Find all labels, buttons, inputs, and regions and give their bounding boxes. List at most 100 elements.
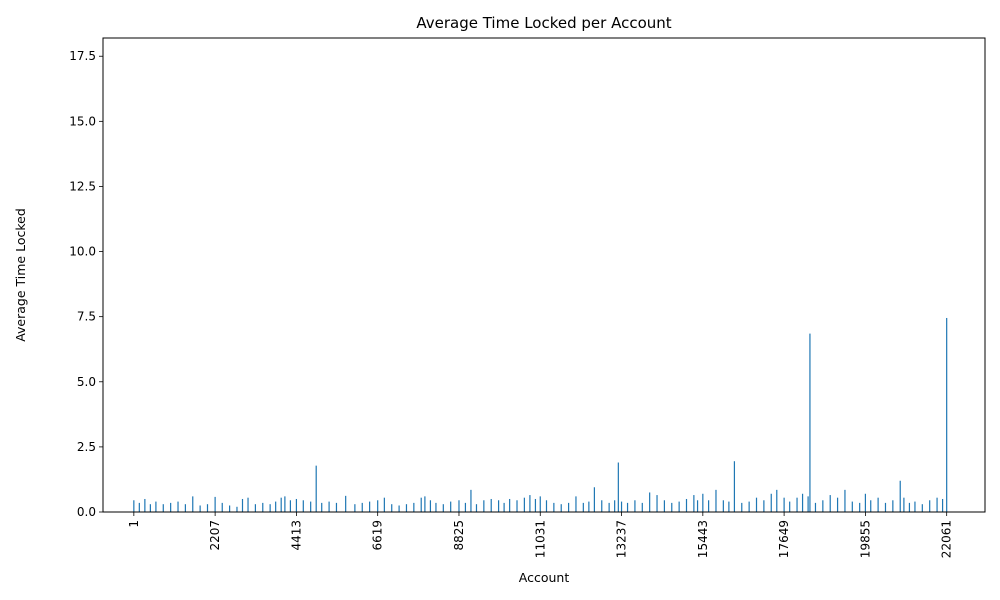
bar	[755, 497, 758, 512]
bar	[269, 504, 271, 512]
bar	[335, 502, 338, 512]
bar	[696, 500, 699, 512]
bar	[789, 501, 791, 512]
bar	[149, 504, 151, 512]
bar	[523, 497, 525, 512]
bar	[807, 496, 809, 512]
bar	[892, 500, 894, 512]
bar	[641, 502, 643, 512]
bar	[921, 504, 923, 512]
x-axis-label: Account	[519, 570, 570, 585]
bar	[903, 497, 905, 512]
bar	[503, 502, 505, 512]
x-tick-label: 13237	[615, 520, 629, 558]
bar	[442, 504, 444, 512]
bar	[851, 501, 853, 512]
bar	[685, 498, 688, 512]
bar	[254, 504, 256, 512]
bar	[936, 497, 938, 512]
bar	[369, 501, 371, 512]
bar	[678, 501, 680, 512]
bar	[383, 497, 385, 512]
bar	[289, 500, 291, 512]
x-tick-label: 1	[127, 520, 141, 528]
x-axis-ticks: 1 2207 4413 6619 8825 11031 13237 15443 17649 198…	[127, 512, 954, 558]
bar	[435, 502, 437, 512]
bar	[801, 493, 804, 512]
y-tick-label: 15.0	[69, 114, 96, 128]
bar	[214, 496, 216, 512]
bar	[464, 502, 467, 512]
bar	[728, 501, 730, 512]
bar	[634, 500, 636, 512]
y-tick-label: 7.5	[77, 310, 96, 324]
bar	[354, 504, 356, 512]
bar	[391, 504, 393, 512]
bars-group	[133, 317, 948, 512]
bar	[155, 501, 157, 512]
bar	[262, 502, 264, 512]
x-tick-label: 4413	[289, 520, 303, 551]
bar	[593, 487, 595, 512]
y-axis-ticks: 0.0 2.5 5.0 7.5 10.0 12.5 15.0 17.5	[69, 49, 103, 519]
bar	[656, 495, 658, 512]
bar	[184, 504, 186, 512]
x-tick-label: 15443	[696, 520, 710, 558]
bar	[614, 500, 616, 512]
bar	[475, 504, 478, 512]
bar	[302, 500, 304, 512]
bar	[144, 498, 146, 512]
bar	[345, 495, 347, 512]
bar	[162, 504, 164, 512]
bar	[582, 502, 584, 512]
bar	[247, 497, 249, 512]
bar	[405, 504, 408, 512]
bar	[770, 493, 772, 512]
y-tick-label: 17.5	[69, 49, 96, 63]
bar	[424, 496, 426, 512]
bar	[429, 500, 432, 512]
bar	[588, 501, 590, 512]
bar	[941, 498, 944, 512]
bar	[458, 500, 460, 512]
bar	[715, 489, 717, 512]
bar	[809, 333, 811, 512]
bar	[413, 502, 415, 512]
bar	[693, 495, 695, 512]
bar	[361, 502, 363, 512]
bar	[529, 495, 531, 512]
bar	[722, 500, 724, 512]
bar	[192, 496, 194, 512]
bar	[553, 502, 555, 512]
x-tick-label: 8825	[452, 520, 466, 551]
bar	[829, 495, 831, 512]
bar	[601, 500, 603, 512]
bar	[241, 498, 244, 512]
bar	[844, 489, 846, 512]
bar	[946, 317, 948, 512]
bar	[859, 502, 861, 512]
bar	[534, 498, 537, 512]
bar	[796, 497, 798, 512]
bar	[221, 502, 223, 512]
bar	[899, 480, 901, 512]
bar	[663, 500, 665, 512]
bar	[671, 502, 673, 512]
bar	[836, 497, 839, 512]
bar	[284, 496, 286, 512]
bar	[702, 493, 704, 512]
bar	[620, 501, 623, 512]
bar	[133, 500, 135, 512]
bar	[470, 489, 472, 512]
bar	[708, 500, 710, 512]
x-tick-label: 6619	[371, 520, 385, 551]
bar	[560, 504, 562, 512]
bar	[748, 501, 750, 512]
x-tick-label: 22061	[940, 520, 954, 558]
bar	[783, 497, 785, 512]
bar	[450, 501, 452, 512]
bar	[568, 502, 570, 512]
plot-frame	[102, 37, 986, 513]
chart-title: Average Time Locked per Account	[416, 14, 671, 32]
bar	[914, 501, 916, 512]
